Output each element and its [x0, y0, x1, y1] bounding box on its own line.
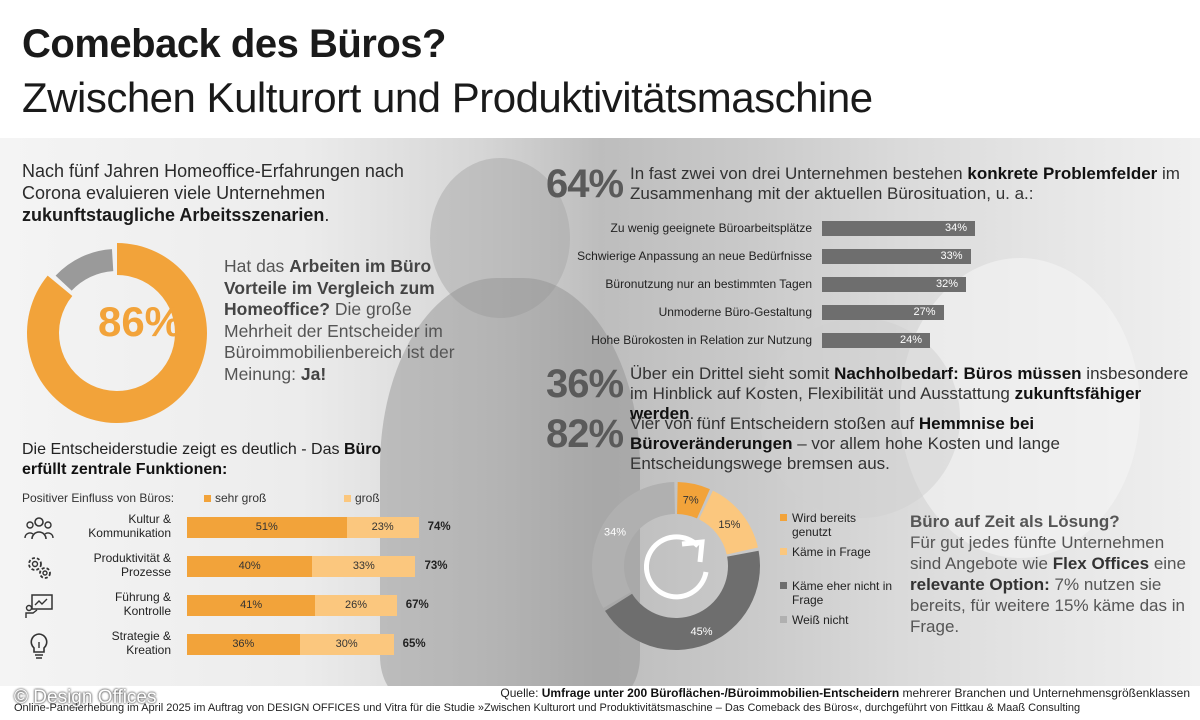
legend-swatch [780, 548, 787, 555]
page-title: Comeback des Büros? [22, 22, 446, 66]
problem-label: Zu wenig geeignete Büroarbeitsplätze [610, 221, 812, 235]
people-icon [24, 517, 54, 540]
donut-segment-1 [55, 249, 114, 291]
function-row: Strategie & Kreation 36% 30% 65% [22, 626, 442, 662]
function-label: Produktivität & Prozesse [93, 551, 171, 579]
advantage-question-text: Hat das Arbeiten im Büro Vorteile im Ver… [224, 256, 455, 384]
problem-label: Unmoderne Büro-Gestaltung [658, 305, 812, 319]
legend-swatch [780, 514, 787, 521]
survey-note: Online-Panelerhebung im April 2025 im Au… [14, 702, 1081, 714]
flex-legend-item: Weiß nicht [780, 613, 897, 627]
problem-bar: 24% [822, 333, 930, 348]
function-total: 74% [427, 521, 451, 533]
legend-item-sehr-gross: sehr groß [204, 491, 266, 505]
problems-text: In fast zwei von drei Unternehmen besteh… [630, 164, 1180, 203]
flex-donut-segment [592, 482, 675, 609]
flex-office-text: Büro auf Zeit als Lösung? Für gut jedes … [910, 512, 1186, 636]
problem-label: Hohe Bürokosten in Relation zur Nutzung [591, 333, 812, 347]
flex-legend-item: Käme in Frage [780, 545, 897, 559]
advantage-donut-chart [27, 243, 207, 423]
stat82-percentage: 82% [546, 412, 624, 456]
function-row: Führung & Kontrolle 41% 26% 67% [22, 587, 442, 623]
function-bar-sehr-gross: 40% [187, 556, 313, 577]
stat82-text: Vier von fünf Entscheidern stoßen auf He… [630, 414, 1060, 473]
lightbulb-icon [30, 633, 48, 659]
intro-text: Nach fünf Jahren Homeoffice-Erfahrungen … [22, 161, 404, 225]
flex-donut-label: 15% [718, 519, 740, 531]
presentation-icon [25, 594, 53, 618]
page-subtitle: Zwischen Kulturort und Produktivitätsmas… [22, 74, 873, 121]
background-photo [0, 138, 1200, 686]
legend-swatch [344, 495, 351, 503]
problem-label: Schwierige Anpassung an neue Bedürfnisse [577, 249, 812, 263]
functions-heading: Die Entscheiderstudie zeigt es deutlich … [22, 441, 382, 478]
function-bar-gross: 23% [346, 517, 419, 538]
function-bar-gross: 30% [299, 634, 394, 655]
function-row: Kultur & Kommunikation 51% 23% 74% [22, 509, 451, 545]
function-total: 65% [402, 638, 426, 650]
gears-icon [28, 557, 51, 579]
legend-swatch [780, 582, 787, 589]
function-label: Führung & Kontrolle [114, 590, 171, 618]
problem-label: Büronutzung nur an bestimmten Tagen [605, 277, 812, 291]
legend-item-gross: groß [344, 491, 380, 505]
stat36-text: Über ein Drittel sieht somit Nachholbeda… [630, 364, 1189, 423]
flex-donut-label: 34% [604, 527, 626, 539]
functions-legend: Positiver Einfluss von Büros: sehr groß … [22, 491, 442, 505]
flex-donut-label: 45% [691, 626, 713, 638]
stat36-percentage: 36% [546, 362, 624, 406]
donut-segment-0 [27, 243, 207, 423]
problem-bar: 27% [822, 305, 944, 320]
copyright-watermark: © Design Offices [14, 687, 157, 708]
problem-bar: 34% [822, 221, 975, 236]
function-bar-sehr-gross: 36% [187, 634, 300, 655]
legend-swatch [780, 616, 787, 623]
function-row: Produktivität & Prozesse 40% 33% 73% [22, 548, 448, 584]
flex-donut-segment [605, 550, 760, 650]
function-bar-gross: 33% [312, 556, 416, 577]
source-note: Quelle: Umfrage unter 200 Büroflächen-/B… [500, 686, 1190, 700]
function-total: 67% [405, 599, 429, 611]
function-label: Strategie & Kreation [111, 629, 171, 657]
refresh-icon [643, 534, 709, 600]
advantage-donut-value: 86% [97, 298, 183, 345]
problem-bar: 33% [822, 249, 971, 264]
problems-percentage: 64% [546, 162, 624, 206]
flex-legend-item: Wird bereits genutzt [780, 511, 897, 539]
flex-donut-label: 7% [683, 495, 699, 507]
function-total: 73% [424, 560, 448, 572]
function-bar-gross: 26% [315, 595, 397, 616]
function-bar-sehr-gross: 51% [187, 517, 347, 538]
function-bar-sehr-gross: 41% [187, 595, 316, 616]
flex-donut-segment [677, 482, 710, 519]
function-label: Kultur & Kommunikation [88, 512, 171, 540]
legend-title: Positiver Einfluss von Büros: [22, 491, 175, 505]
problem-bar: 32% [822, 277, 966, 292]
flex-legend-item: Käme eher nicht in Frage [780, 579, 897, 607]
flex-office-donut-chart: 7% 15% 45% 34% [592, 482, 760, 650]
legend-swatch [204, 495, 211, 503]
flex-donut-segment [698, 490, 758, 555]
